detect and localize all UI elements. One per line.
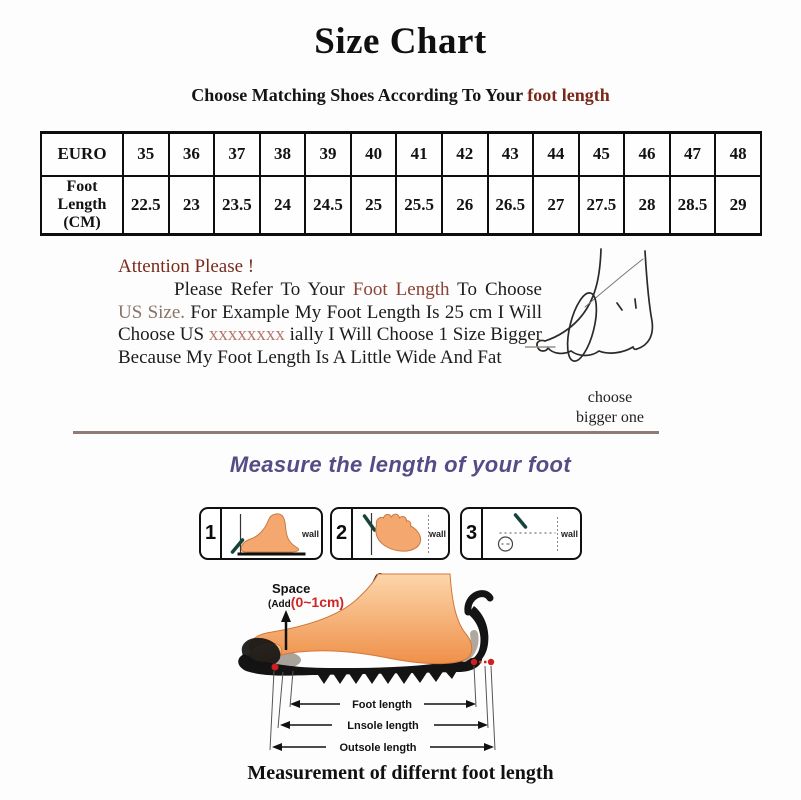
attention-us-size: US Size. — [118, 301, 186, 323]
subtitle-text: Choose Matching Shoes According To Your — [191, 85, 528, 105]
space-label: Space — [272, 581, 310, 596]
foot-length-cell: 22.5 — [122, 174, 170, 236]
euro-size-cell: 48 — [714, 131, 762, 177]
euro-size-cell: 35 — [122, 131, 170, 177]
foot-length-cell: 25 — [349, 174, 398, 236]
euro-size-cell: 38 — [258, 131, 307, 177]
step-number: 3 — [462, 509, 483, 558]
foot-length-cell: 28.5 — [668, 174, 717, 236]
section-divider — [73, 431, 659, 434]
pen-icon — [362, 514, 377, 532]
sketch-toe — [536, 339, 549, 352]
heel-marker-dot — [470, 658, 478, 666]
sketch-heel-line — [632, 250, 654, 351]
table-row-euro: EURO 35 36 37 38 39 40 41 42 43 44 45 46… — [40, 131, 762, 177]
heel-curl — [464, 590, 494, 616]
foot-length-cell: 25.5 — [395, 174, 443, 236]
attention-text: Please Refer To Your — [174, 279, 353, 300]
sketch-ankle-ticks — [616, 298, 637, 311]
sketch-caption-line1: choose — [587, 389, 633, 406]
measure-step-3-panel: 3 wall — [460, 507, 582, 560]
foot-length-cell: 23 — [167, 174, 216, 236]
foot-length-cell: 23.5 — [213, 174, 261, 236]
sketch-caption-line2: bigger one — [576, 409, 644, 426]
measure-heading: Measure the length of your foot — [229, 452, 572, 477]
attention-text: ially I Will Choose 1 Size Bigger Becaus… — [118, 324, 543, 368]
pen-icon — [230, 538, 245, 554]
wall-label: wall — [301, 528, 319, 539]
measure-step-1-panel: 1 wall — [199, 507, 323, 560]
outsole-length-label: Outsole length — [340, 742, 417, 754]
foot-length-label: Foot length — [352, 699, 412, 711]
tape-measure-icon — [497, 536, 514, 552]
row-header-euro: EURO — [40, 131, 124, 177]
heel-cup — [456, 606, 489, 670]
foot-length-cell: 29 — [714, 174, 762, 236]
attention-foot-length: Foot Length — [352, 279, 450, 300]
euro-size-cell: 46 — [623, 131, 671, 177]
space-arrow-head — [281, 610, 291, 622]
attention-text: For Example My Foot Length Is 25 cm I Wi… — [118, 301, 542, 346]
pen-icon — [513, 513, 528, 529]
sketch-instep-line — [584, 258, 644, 308]
foot-length-cell: 28 — [623, 174, 671, 236]
euro-size-cell: 36 — [167, 131, 216, 177]
toe-marker-dot — [271, 663, 279, 671]
attention-text: To Choose — [449, 279, 542, 300]
sketch-sole-line — [547, 346, 634, 357]
subtitle-highlight: foot length — [527, 85, 610, 105]
step-3-measure-illustration — [497, 513, 558, 553]
sketch-girth-ring — [566, 292, 598, 362]
guide-lines-left — [269, 670, 294, 751]
outsole-tread-zigzag — [316, 669, 458, 684]
sketch-leg-line — [544, 248, 602, 342]
table-row-foot-length: Foot Length (CM) 22.5 23 23.5 24 24.5 25… — [40, 174, 762, 236]
euro-size-cell: 39 — [304, 131, 352, 177]
attention-heading: Attention Please ! — [118, 256, 255, 277]
toe-cap — [241, 637, 281, 668]
euro-size-cell: 47 — [668, 131, 717, 177]
bottom-caption: Measurement of differnt foot length — [247, 762, 554, 784]
step-number: 1 — [201, 509, 222, 558]
wall-label: wall — [428, 528, 446, 539]
foot-length-cell: 26 — [440, 174, 489, 236]
foot-length-cell: 27 — [532, 174, 580, 236]
step-2-foot-sole-illustration — [362, 513, 429, 555]
foot-length-cell: 26.5 — [486, 174, 535, 236]
page-title: Size Chart — [314, 21, 487, 62]
insole-length-label: Lnsole length — [347, 720, 419, 732]
ankle-foot-sketch-illustration — [525, 248, 654, 362]
euro-size-cell: 44 — [532, 131, 580, 177]
attention-paragraph: Please Refer To Your Foot Length To Choo… — [118, 279, 542, 369]
euro-size-cell: 43 — [486, 131, 535, 177]
sketch-caption: choose bigger one — [540, 388, 680, 428]
attention-redacted-x: xxxxxxxx — [208, 324, 285, 345]
euro-size-cell: 42 — [440, 131, 489, 177]
foot-sole-shape — [375, 513, 422, 552]
size-chart-table: EURO 35 36 37 38 39 40 41 42 43 44 45 46… — [40, 131, 762, 236]
foot-shape — [240, 513, 300, 553]
heel-outer-marker-dot — [487, 658, 495, 666]
euro-size-cell: 41 — [395, 131, 443, 177]
euro-size-cell: 45 — [577, 131, 626, 177]
measure-step-2-panel: 2 wall — [330, 507, 450, 560]
foot-length-cell: 24 — [258, 174, 307, 236]
row-header-foot-length: Foot Length (CM) — [40, 174, 124, 236]
foot-and-leg-shape — [249, 573, 473, 665]
foot-measurement-diagram: Space (Add(0~1cm) Foot length Lnsole len… — [238, 573, 496, 754]
guide-lines-right — [473, 665, 496, 751]
foot-length-cell: 24.5 — [304, 174, 352, 236]
step-number: 2 — [332, 509, 353, 558]
euro-size-cell: 40 — [349, 131, 398, 177]
attention-section: Attention Please ! Please Refer To Your … — [118, 256, 542, 369]
foot-length-cell: 27.5 — [577, 174, 626, 236]
step-1-foot-side-illustration — [230, 513, 306, 556]
wall-label: wall — [560, 528, 578, 539]
space-add-label: (Add(0~1cm) — [268, 594, 344, 610]
euro-size-cell: 37 — [213, 131, 261, 177]
subtitle: Choose Matching Shoes According To Your … — [0, 85, 801, 106]
